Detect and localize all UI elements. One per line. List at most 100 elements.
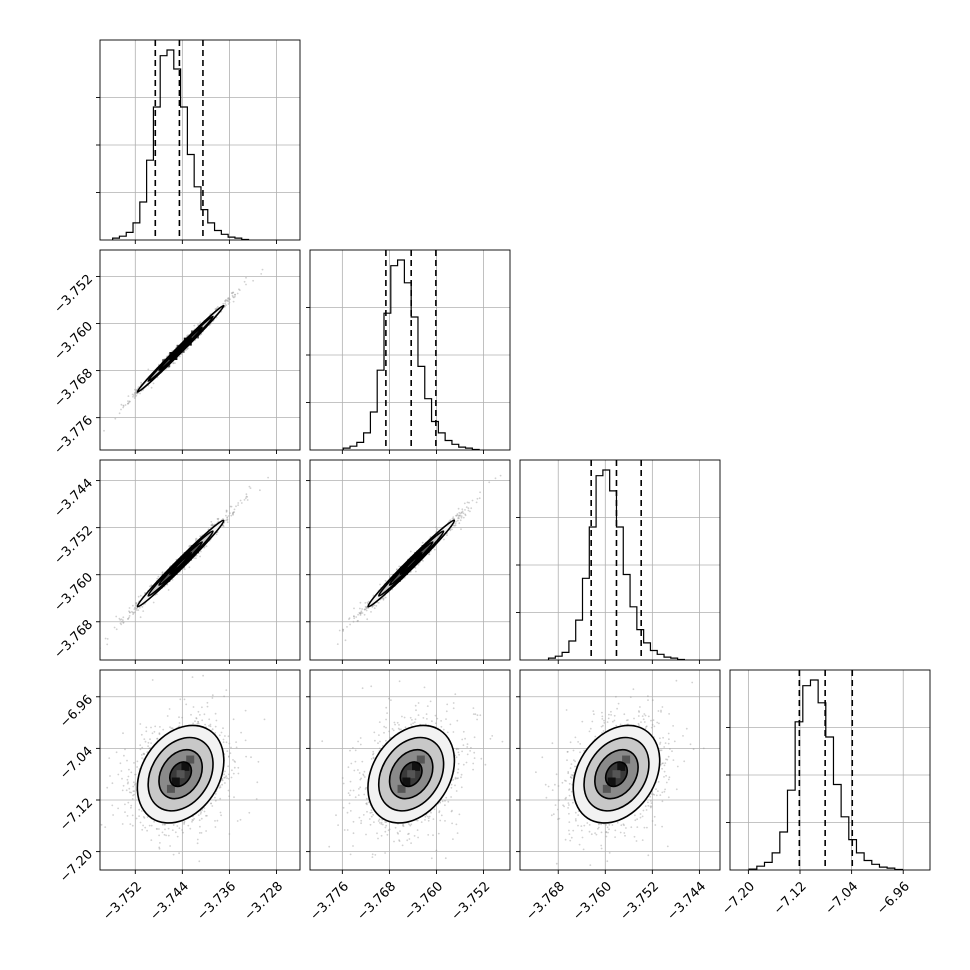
scatter-point [171, 578, 174, 581]
contour-line [399, 551, 423, 576]
scatter-point [231, 294, 234, 297]
scatter-point [449, 519, 452, 521]
scatter-point [384, 579, 387, 582]
scatter-point [100, 823, 103, 826]
scatter-point [375, 605, 378, 607]
scatter-point [232, 512, 234, 515]
scatter-point [142, 610, 145, 612]
scatter-point [464, 509, 466, 511]
scatter-point [127, 618, 129, 620]
scatter-point [367, 607, 370, 609]
scatter-point [377, 601, 380, 604]
scatter-point [233, 796, 235, 799]
contour-line [158, 541, 204, 586]
scatter-point [458, 522, 461, 525]
scatter-point [373, 604, 376, 607]
scatter-point [210, 802, 212, 805]
scatter-point [135, 817, 138, 820]
scatter-point [222, 302, 225, 305]
scatter-point [225, 509, 228, 512]
scatter-point [200, 817, 203, 820]
scatter-point [382, 597, 385, 599]
scatter-point [161, 572, 164, 574]
scatter-point [120, 408, 122, 411]
scatter-point [197, 324, 199, 326]
histogram-panel-3 [726, 669, 931, 874]
scatter-point [456, 513, 459, 515]
histogram-panel-1 [306, 249, 511, 454]
scatter-point [178, 852, 181, 855]
scatter-point [183, 568, 186, 571]
scatter-point [135, 389, 138, 392]
scatter-point [164, 828, 166, 831]
scatter-point [246, 496, 249, 498]
scatter-point [359, 601, 362, 604]
scatter-point [118, 617, 121, 620]
scatter-point [459, 514, 462, 517]
scatter-point [478, 497, 481, 500]
scatter-point [460, 516, 463, 519]
scatter-point [233, 296, 235, 299]
scatter-point [227, 515, 230, 517]
panel-frame [519, 459, 721, 661]
scatter-point [460, 511, 463, 514]
scatter-point [132, 395, 134, 398]
scatter-point [139, 616, 142, 619]
scatter-point [133, 392, 136, 395]
scatter-point [379, 583, 381, 586]
scatter-point [229, 298, 231, 301]
scatter-point [186, 334, 189, 337]
scatter-point [225, 514, 227, 517]
scatter-point [421, 541, 424, 544]
scatter-point [203, 546, 206, 549]
scatter-point [218, 787, 221, 789]
scatter-point [462, 512, 465, 515]
scatter-point [460, 515, 463, 517]
scatter-point [417, 563, 420, 566]
scatter-point [140, 754, 143, 756]
scatter-point [494, 477, 497, 480]
scatter-point [342, 630, 344, 632]
scatter-point [232, 296, 235, 298]
scatter-point [454, 522, 457, 525]
scatter-point [259, 489, 261, 492]
scatter-point [141, 606, 144, 608]
density-cell [190, 330, 199, 339]
scatter-point [453, 518, 455, 520]
scatter-point [361, 612, 364, 614]
scatter-point [188, 566, 191, 569]
scatter-point [127, 402, 129, 405]
scatter-point [185, 349, 187, 352]
scatter-point [365, 607, 368, 609]
scatter-point [193, 324, 196, 327]
scatter-point [436, 528, 439, 530]
scatter-point [364, 602, 367, 604]
scatter-point [154, 725, 157, 728]
scatter-point [246, 499, 249, 501]
scatter-point [223, 695, 226, 698]
scatter-point [130, 610, 133, 613]
scatter-point [479, 491, 481, 494]
scatter-point [219, 785, 221, 787]
scatter-point [150, 584, 153, 587]
scatter-point [228, 298, 231, 301]
scatter-point [243, 499, 246, 501]
scatter-point [461, 511, 463, 514]
scatter-point [152, 382, 155, 385]
scatter-point [180, 353, 183, 355]
scatter-point [225, 299, 228, 302]
scatter-point [359, 612, 362, 615]
scatter-point [459, 519, 462, 522]
scatter-point [128, 615, 131, 617]
panel-frame [729, 669, 931, 871]
scatter-point [221, 778, 224, 780]
scatter-point [227, 298, 230, 300]
scatter-point [127, 395, 130, 397]
scatter-point [161, 571, 164, 573]
scatter-point [135, 394, 138, 397]
scatter-point [353, 617, 356, 620]
scatter-point [398, 565, 401, 568]
scatter-point [428, 553, 431, 556]
scatter-point [224, 776, 227, 779]
scatter-point [238, 288, 240, 291]
